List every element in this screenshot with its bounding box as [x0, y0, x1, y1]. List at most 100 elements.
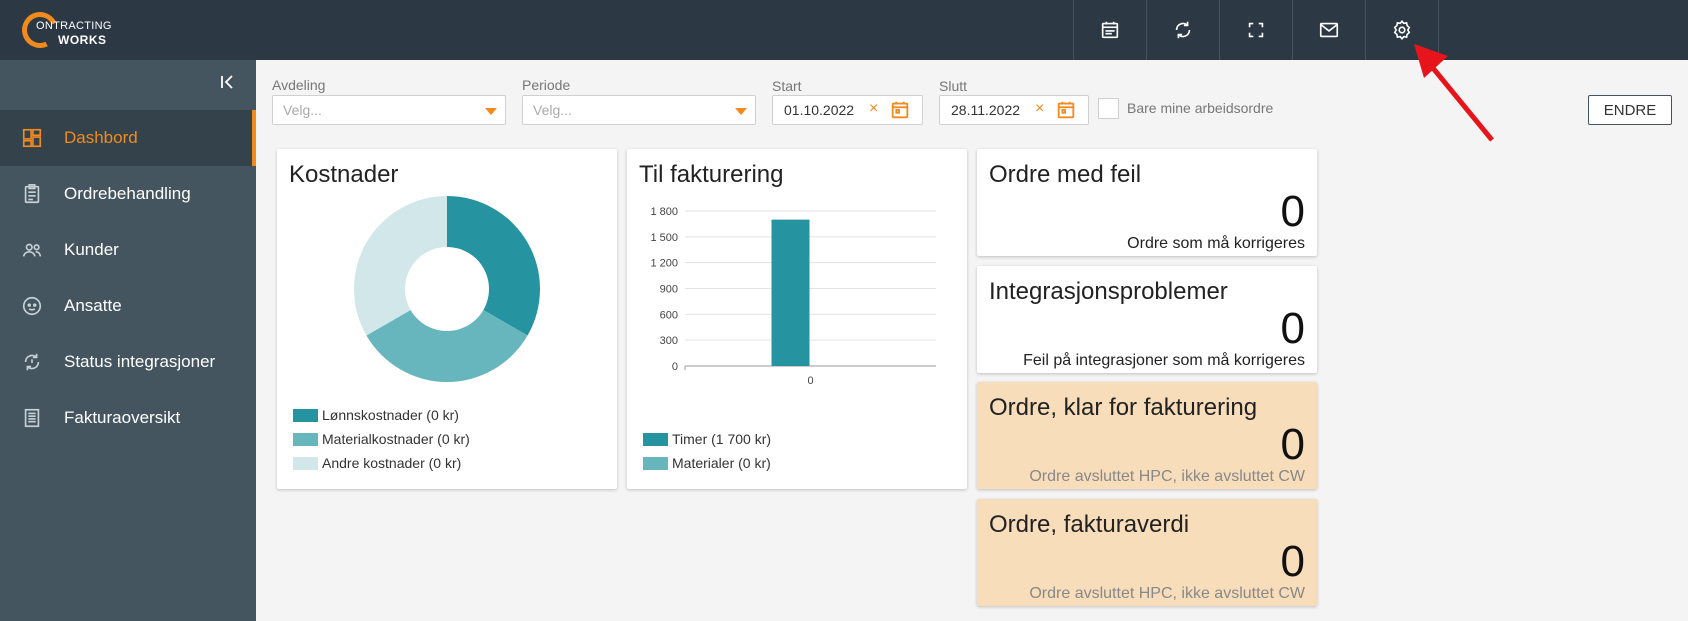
sidebar-item-kunder[interactable]: Kunder: [0, 222, 256, 278]
legend-label: Materialer (0 kr): [672, 455, 771, 471]
legend-swatch: [293, 408, 318, 422]
donut-slice[interactable]: [447, 196, 540, 336]
y-tick-label: 0: [672, 361, 678, 373]
customers-icon: [21, 239, 43, 261]
gear-icon: [1393, 20, 1411, 40]
start-date-field[interactable]: 01.10.2022 ×: [772, 95, 923, 125]
logo[interactable]: ONTRACTING WORKS: [16, 6, 122, 54]
sidebar-item-label: Status integrasjoner: [64, 352, 216, 371]
logo-line1: ONTRACTING: [36, 20, 112, 32]
integrasjon-card[interactable]: Integrasjonsproblemer 0 Feil på integras…: [977, 266, 1317, 373]
card-title: Ordre, klar for fakturering: [989, 394, 1258, 421]
card-title: Integrasjonsproblemer: [989, 278, 1228, 305]
sidebar-item-fakturaoversikt[interactable]: Fakturaoversikt: [0, 390, 256, 446]
y-tick-label: 1 800: [650, 206, 678, 218]
start-date-value: 01.10.2022: [784, 102, 855, 118]
fakturering-legend: Timer (1 700 kr) Materialer (0 kr): [643, 427, 771, 475]
legend-item: Materialkostnader (0 kr): [293, 427, 470, 451]
sidebar-item-label: Kunder: [64, 240, 119, 259]
calendar-icon: [1101, 21, 1119, 39]
sync-button[interactable]: [1147, 0, 1220, 60]
top-toolbar: [1073, 0, 1439, 60]
legend-swatch: [643, 432, 668, 446]
kostnader-card: Kostnader Lønnskostnader (0 kr) Material…: [277, 149, 617, 489]
avdeling-label: Avdeling: [272, 77, 326, 93]
y-tick-label: 1 500: [650, 232, 678, 244]
chevron-down-icon: [485, 108, 497, 115]
fullscreen-button[interactable]: [1220, 0, 1293, 60]
slutt-label: Slutt: [939, 78, 968, 94]
stat-value: 0: [1280, 304, 1305, 353]
avdeling-select[interactable]: Velg...: [272, 95, 506, 125]
stat-value: 0: [1280, 537, 1305, 586]
clear-start-icon[interactable]: ×: [869, 100, 879, 117]
periode-label: Periode: [522, 77, 571, 93]
endre-button[interactable]: ENDRE: [1588, 95, 1672, 125]
card-title: Kostnader: [289, 161, 399, 188]
x-tick-label: 0: [807, 375, 813, 387]
slutt-date-field[interactable]: 28.11.2022 ×: [939, 95, 1089, 125]
clipboard-icon: [21, 183, 43, 205]
mail-button[interactable]: [1293, 0, 1366, 60]
y-tick-label: 300: [660, 335, 678, 347]
sidebar: Dashbord Ordrebehandling Kunder Ansatte …: [0, 60, 256, 621]
fakturaverdi-card[interactable]: Ordre, fakturaverdi 0 Ordre avsluttet HP…: [977, 499, 1317, 606]
dashboard-icon: [21, 127, 43, 149]
legend-swatch: [293, 456, 318, 470]
chevron-down-icon: [735, 108, 747, 115]
stat-subtitle: Ordre avsluttet HPC, ikke avsluttet CW: [1029, 468, 1305, 485]
stat-subtitle: Ordre avsluttet HPC, ikke avsluttet CW: [1029, 585, 1305, 602]
card-title: Ordre med feil: [989, 161, 1142, 188]
legend-item: Lønnskostnader (0 kr): [293, 403, 470, 427]
sidebar-item-ansatte[interactable]: Ansatte: [0, 278, 256, 334]
start-label: Start: [772, 78, 802, 94]
stat-value: 0: [1280, 420, 1305, 469]
legend-label: Materialkostnader (0 kr): [322, 431, 470, 447]
calendar-icon[interactable]: [889, 99, 911, 121]
logo-line2: WORKS: [58, 33, 107, 47]
legend-item: Andre kostnader (0 kr): [293, 451, 470, 475]
top-bar: ONTRACTING WORKS: [0, 0, 1688, 60]
employee-icon: [21, 295, 43, 317]
only-mine-checkbox[interactable]: [1098, 98, 1119, 119]
legend-label: Lønnskostnader (0 kr): [322, 407, 459, 423]
legend-swatch: [293, 432, 318, 446]
sidebar-item-dashbord[interactable]: Dashbord: [0, 110, 256, 166]
legend-item: Materialer (0 kr): [643, 451, 771, 475]
only-mine-label: Bare mine arbeidsordre: [1127, 100, 1274, 116]
collapse-sidebar-button[interactable]: [218, 72, 238, 92]
kostnader-donut-chart: [354, 196, 540, 382]
calendar-icon[interactable]: [1055, 99, 1077, 121]
donut-slice[interactable]: [366, 310, 528, 382]
mail-icon: [1319, 22, 1339, 38]
sidebar-item-status-integrasjoner[interactable]: Status integrasjoner: [0, 334, 256, 390]
calendar-button[interactable]: [1074, 0, 1147, 60]
y-tick-label: 600: [660, 309, 678, 321]
clear-slutt-icon[interactable]: ×: [1035, 100, 1045, 117]
bar[interactable]: [771, 219, 810, 366]
kostnader-legend: Lønnskostnader (0 kr) Materialkostnader …: [293, 403, 470, 475]
sidebar-item-label: Ordrebehandling: [64, 184, 191, 203]
sidebar-item-label: Fakturaoversikt: [64, 408, 181, 427]
stat-value: 0: [1280, 187, 1305, 236]
periode-select[interactable]: Velg...: [522, 95, 756, 125]
y-tick-label: 1 200: [650, 258, 678, 270]
slutt-date-value: 28.11.2022: [951, 102, 1021, 118]
annotation-arrow: [1414, 44, 1494, 142]
legend-label: Andre kostnader (0 kr): [322, 455, 462, 471]
fullscreen-icon: [1248, 22, 1264, 38]
donut-slice[interactable]: [354, 196, 447, 336]
ordre-feil-card[interactable]: Ordre med feil 0 Ordre som må korrigeres: [977, 149, 1317, 256]
stat-subtitle: Ordre som må korrigeres: [1127, 235, 1305, 252]
ordre-klar-card[interactable]: Ordre, klar for fakturering 0 Ordre avsl…: [977, 382, 1317, 489]
sync-icon: [1175, 21, 1191, 39]
sidebar-item-ordrebehandling[interactable]: Ordrebehandling: [0, 166, 256, 222]
invoice-list-icon: [21, 407, 43, 429]
card-title: Ordre, fakturaverdi: [989, 511, 1190, 538]
legend-swatch: [643, 456, 668, 470]
y-tick-label: 900: [660, 284, 678, 296]
card-title: Til fakturering: [639, 161, 784, 188]
fakturering-bar-chart: 1 800 1 500 1 200 900 600 300 0 0: [650, 206, 936, 387]
settings-button[interactable]: [1366, 0, 1439, 60]
periode-placeholder: Velg...: [533, 102, 572, 118]
